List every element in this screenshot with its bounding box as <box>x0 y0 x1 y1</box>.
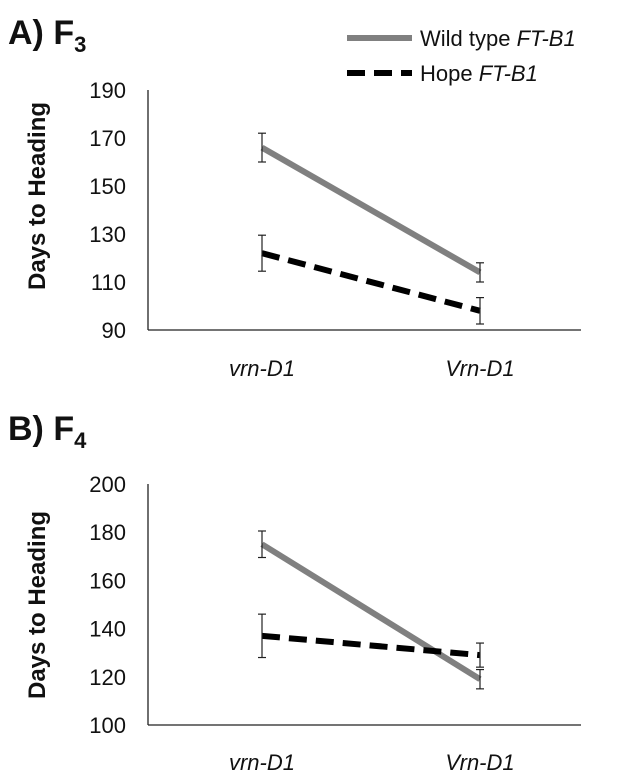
panel-b-label-main: B) F <box>8 410 74 448</box>
panel-a-error-bar-hope-1 <box>476 297 484 325</box>
legend-hope-gene: FT-B1 <box>479 61 538 86</box>
panel-b-category-label-0: vrn-D1 <box>229 750 295 775</box>
panel-b-label-sub: 4 <box>74 428 87 453</box>
panel-a-ytick-90: 90 <box>102 318 126 343</box>
panel-b-series-line-hope <box>261 632 481 659</box>
panel-b-error-bar-hope-0 <box>258 613 266 659</box>
panel-a-series-line-hope <box>261 250 481 314</box>
panel-b-category-label-1: Vrn-D1 <box>445 750 514 775</box>
legend-label-wild-type: Wild type FT-B1 <box>420 26 576 51</box>
panel-b-error-bar-wild-type-0 <box>258 530 266 559</box>
legend-wild-prefix: Wild type <box>420 26 517 51</box>
panel-a-ytick-110: 110 <box>91 270 126 295</box>
legend-hope-prefix: Hope <box>420 61 479 86</box>
panel-b-label: B) F4 <box>8 410 87 453</box>
panel-b-ytick-180: 180 <box>89 520 126 545</box>
panel-a-y-ticks: 90 110 130 150 170 190 <box>89 78 126 343</box>
panel-a-error-bar-wild-type-1 <box>476 262 484 283</box>
panel-a-ytick-190: 190 <box>89 78 126 103</box>
panel-b-series-line-wild-type <box>260 541 482 682</box>
legend-label-hope: Hope FT-B1 <box>420 61 538 86</box>
panel-a-category-label-0: vrn-D1 <box>229 356 295 381</box>
panel-b-ylabel: Days to Heading <box>24 511 51 699</box>
panel-a-label: A) F3 <box>8 14 86 57</box>
panel-b-ytick-160: 160 <box>89 568 126 593</box>
panel-a-ytick-150: 150 <box>89 174 126 199</box>
panel-a-error-bar-wild-type-0 <box>258 132 266 163</box>
panel-b-ytick-200: 200 <box>89 472 126 497</box>
panel-b-y-ticks: 100 120 140 160 180 200 <box>89 472 126 738</box>
panel-b: B) F4 Days to Heading 100 120 140 160 180 200… <box>8 410 581 775</box>
legend-wild-gene: FT-B1 <box>517 26 576 51</box>
panel-a-ytick-130: 130 <box>89 222 126 247</box>
panel-a-label-main: A) F <box>8 14 74 52</box>
panel-a-error-bar-hope-0 <box>258 234 266 272</box>
panel-a-category-label-1: Vrn-D1 <box>445 356 514 381</box>
panel-b-ytick-120: 120 <box>89 665 126 690</box>
panel-a-series <box>258 132 484 325</box>
panel-a-ylabel: Days to Heading <box>24 102 51 290</box>
panel-a-series-line-wild-type <box>260 144 482 276</box>
panel-a: A) F3 Days to Heading 90110130150170190 … <box>8 14 581 381</box>
panel-b-categories: vrn-D1 Vrn-D1 <box>229 750 515 775</box>
panel-b-error-bar-wild-type-1 <box>476 668 484 690</box>
panel-b-error-bar-hope-1 <box>476 642 484 668</box>
panel-a-ytick-170: 170 <box>89 126 126 151</box>
legend: Wild type FT-B1 Hope FT-B1 <box>347 26 576 86</box>
panel-b-ytick-140: 140 <box>89 617 126 642</box>
panel-b-series <box>258 530 484 690</box>
panel-b-ytick-100: 100 <box>89 713 126 738</box>
panel-a-label-sub: 3 <box>74 32 86 57</box>
panel-a-categories: vrn-D1 Vrn-D1 <box>229 356 515 381</box>
